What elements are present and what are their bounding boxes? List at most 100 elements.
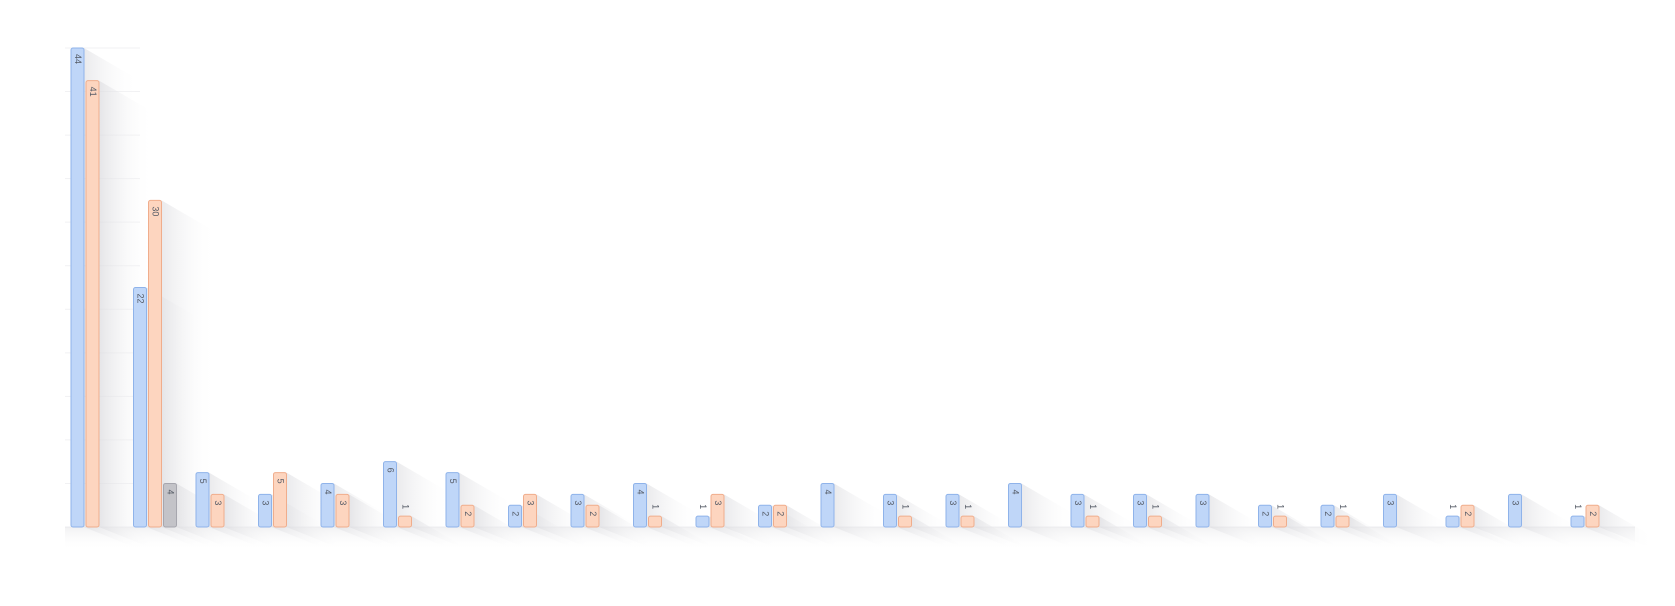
data-label: 3 — [713, 500, 723, 505]
bar-series-2 — [1335, 515, 1350, 528]
data-label: 3 — [886, 500, 896, 505]
bar-shadow — [1349, 516, 1404, 549]
data-label: 1 — [401, 504, 411, 509]
bar-shadow — [349, 494, 404, 549]
bar-shadow — [1474, 505, 1529, 549]
bar-shadow — [224, 494, 279, 549]
data-label: 22 — [136, 294, 146, 304]
data-label: 5 — [276, 479, 286, 484]
data-label: 44 — [73, 54, 83, 64]
bar-series-2 — [273, 472, 287, 528]
data-label: 2 — [588, 511, 598, 516]
data-label: 1 — [1338, 504, 1348, 509]
bar-series-2 — [210, 493, 225, 528]
bar-series-1 — [195, 472, 210, 528]
data-label: 5 — [448, 479, 458, 484]
data-label: 1 — [1088, 504, 1098, 509]
bar-series-1 — [70, 47, 85, 528]
bar-series-2 — [773, 504, 787, 528]
data-label: 30 — [151, 206, 161, 216]
data-label: 1 — [963, 504, 973, 509]
data-label: 3 — [1511, 500, 1521, 505]
data-label: 1 — [651, 504, 661, 509]
bar-series-1 — [258, 493, 272, 528]
bar-series-2 — [1085, 515, 1100, 528]
data-label: 6 — [386, 468, 396, 473]
bar-series-1 — [320, 482, 335, 528]
bar-series-1 — [1133, 493, 1147, 528]
data-label: 4 — [166, 489, 176, 494]
data-label: 4 — [323, 489, 333, 494]
bar-shadow — [1599, 505, 1654, 549]
bar-series-1 — [1258, 504, 1272, 528]
data-label: 1 — [901, 504, 911, 509]
bar-series-2 — [898, 515, 912, 528]
bar-shadow — [1286, 516, 1342, 549]
data-label: 2 — [1588, 511, 1598, 516]
bar-series-1 — [383, 461, 397, 528]
bar-series-1 — [945, 493, 960, 528]
data-label: 1 — [1573, 504, 1583, 509]
gridlines — [65, 47, 1635, 528]
data-label: 3 — [1386, 500, 1396, 505]
bars — [70, 47, 1600, 528]
bar-series-2 — [1273, 515, 1287, 528]
bar-series-1 — [1445, 515, 1460, 528]
bar-series-2 — [585, 504, 600, 528]
bar-shadow — [1209, 494, 1264, 549]
bar-shadow — [536, 494, 592, 549]
bar-shadow — [1396, 494, 1452, 549]
bar-series-1 — [758, 504, 772, 528]
bar-series-2 — [460, 504, 475, 528]
bar-series-1 — [570, 493, 585, 528]
bar-series-3 — [163, 482, 177, 528]
bar-series-1 — [633, 482, 647, 528]
bar-series-2 — [148, 199, 162, 528]
bar-series-2 — [960, 515, 975, 528]
data-label: 41 — [88, 87, 98, 97]
bar-series-1 — [1070, 493, 1085, 528]
data-label: 5 — [198, 479, 208, 484]
bar-shadows — [65, 48, 1654, 551]
bar-series-1 — [1008, 482, 1022, 528]
bar-series-2 — [1585, 504, 1600, 528]
bar-series-2 — [648, 515, 662, 528]
bar-series-2 — [85, 80, 100, 528]
bar-series-1 — [1195, 493, 1210, 528]
data-label: 2 — [1261, 511, 1271, 516]
bar-shadow — [786, 505, 842, 549]
bar-shadow — [474, 505, 529, 549]
bar-series-1 — [1570, 515, 1585, 528]
data-label: 3 — [1136, 500, 1146, 505]
bar-series-2 — [398, 515, 412, 528]
bar-series-1 — [1383, 493, 1397, 528]
bar-shadow — [834, 483, 889, 549]
data-label: 2 — [463, 511, 473, 516]
bar-series-1 — [445, 472, 460, 528]
data-label: 2 — [776, 511, 786, 516]
data-label: 3 — [573, 500, 583, 505]
bar-shadow — [161, 200, 217, 549]
bar-shadow — [661, 516, 717, 549]
data-label: 2 — [1463, 511, 1473, 516]
data-label: 3 — [213, 500, 223, 505]
data-label: 4 — [823, 489, 833, 494]
bar-series-1 — [883, 493, 897, 528]
data-label: 2 — [511, 511, 521, 516]
data-label: 1 — [1151, 504, 1161, 509]
data-label: 3 — [338, 500, 348, 505]
data-label: 4 — [636, 489, 646, 494]
bar-series-1 — [820, 482, 835, 528]
bar-shadow — [1021, 483, 1077, 549]
bar-series-1 — [1508, 493, 1522, 528]
data-label: 3 — [948, 500, 958, 505]
bar-series-2 — [710, 493, 725, 528]
bar-series-2 — [523, 493, 537, 528]
bar-shadow — [411, 516, 467, 549]
bar-series-1 — [133, 287, 147, 528]
bar-shadow — [599, 505, 654, 549]
bar-series-1 — [508, 504, 522, 528]
